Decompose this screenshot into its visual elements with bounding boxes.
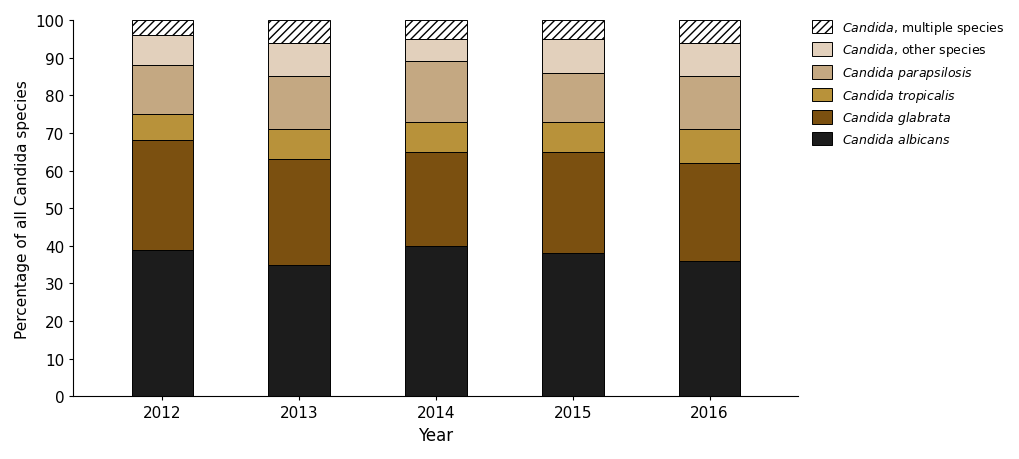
Bar bbox=[541, 21, 603, 40]
Bar bbox=[678, 77, 740, 130]
Bar bbox=[405, 152, 467, 246]
Bar bbox=[405, 62, 467, 123]
Bar bbox=[131, 21, 193, 36]
Y-axis label: Percentage of all Candida species: Percentage of all Candida species bbox=[15, 79, 30, 338]
Bar bbox=[678, 130, 740, 164]
Bar bbox=[678, 261, 740, 397]
Bar bbox=[541, 73, 603, 123]
Bar bbox=[541, 123, 603, 152]
Bar bbox=[541, 152, 603, 254]
Bar bbox=[131, 36, 193, 66]
Bar bbox=[678, 21, 740, 44]
Bar bbox=[268, 265, 329, 397]
Bar bbox=[268, 130, 329, 160]
Bar bbox=[131, 250, 193, 397]
Bar bbox=[678, 164, 740, 261]
Bar bbox=[268, 44, 329, 77]
Bar bbox=[405, 123, 467, 152]
Bar bbox=[268, 160, 329, 265]
Bar bbox=[541, 254, 603, 397]
Bar bbox=[268, 21, 329, 44]
X-axis label: Year: Year bbox=[418, 426, 453, 444]
Bar bbox=[131, 115, 193, 141]
Bar bbox=[541, 40, 603, 73]
Bar bbox=[405, 40, 467, 62]
Bar bbox=[131, 141, 193, 250]
Bar bbox=[131, 66, 193, 115]
Bar bbox=[268, 77, 329, 130]
Legend: $\it{Candida}$, multiple species, $\it{Candida}$, other species, $\it{Candida\ p: $\it{Candida}$, multiple species, $\it{C… bbox=[811, 20, 1004, 146]
Bar bbox=[405, 246, 467, 397]
Bar bbox=[405, 21, 467, 40]
Bar bbox=[678, 44, 740, 77]
